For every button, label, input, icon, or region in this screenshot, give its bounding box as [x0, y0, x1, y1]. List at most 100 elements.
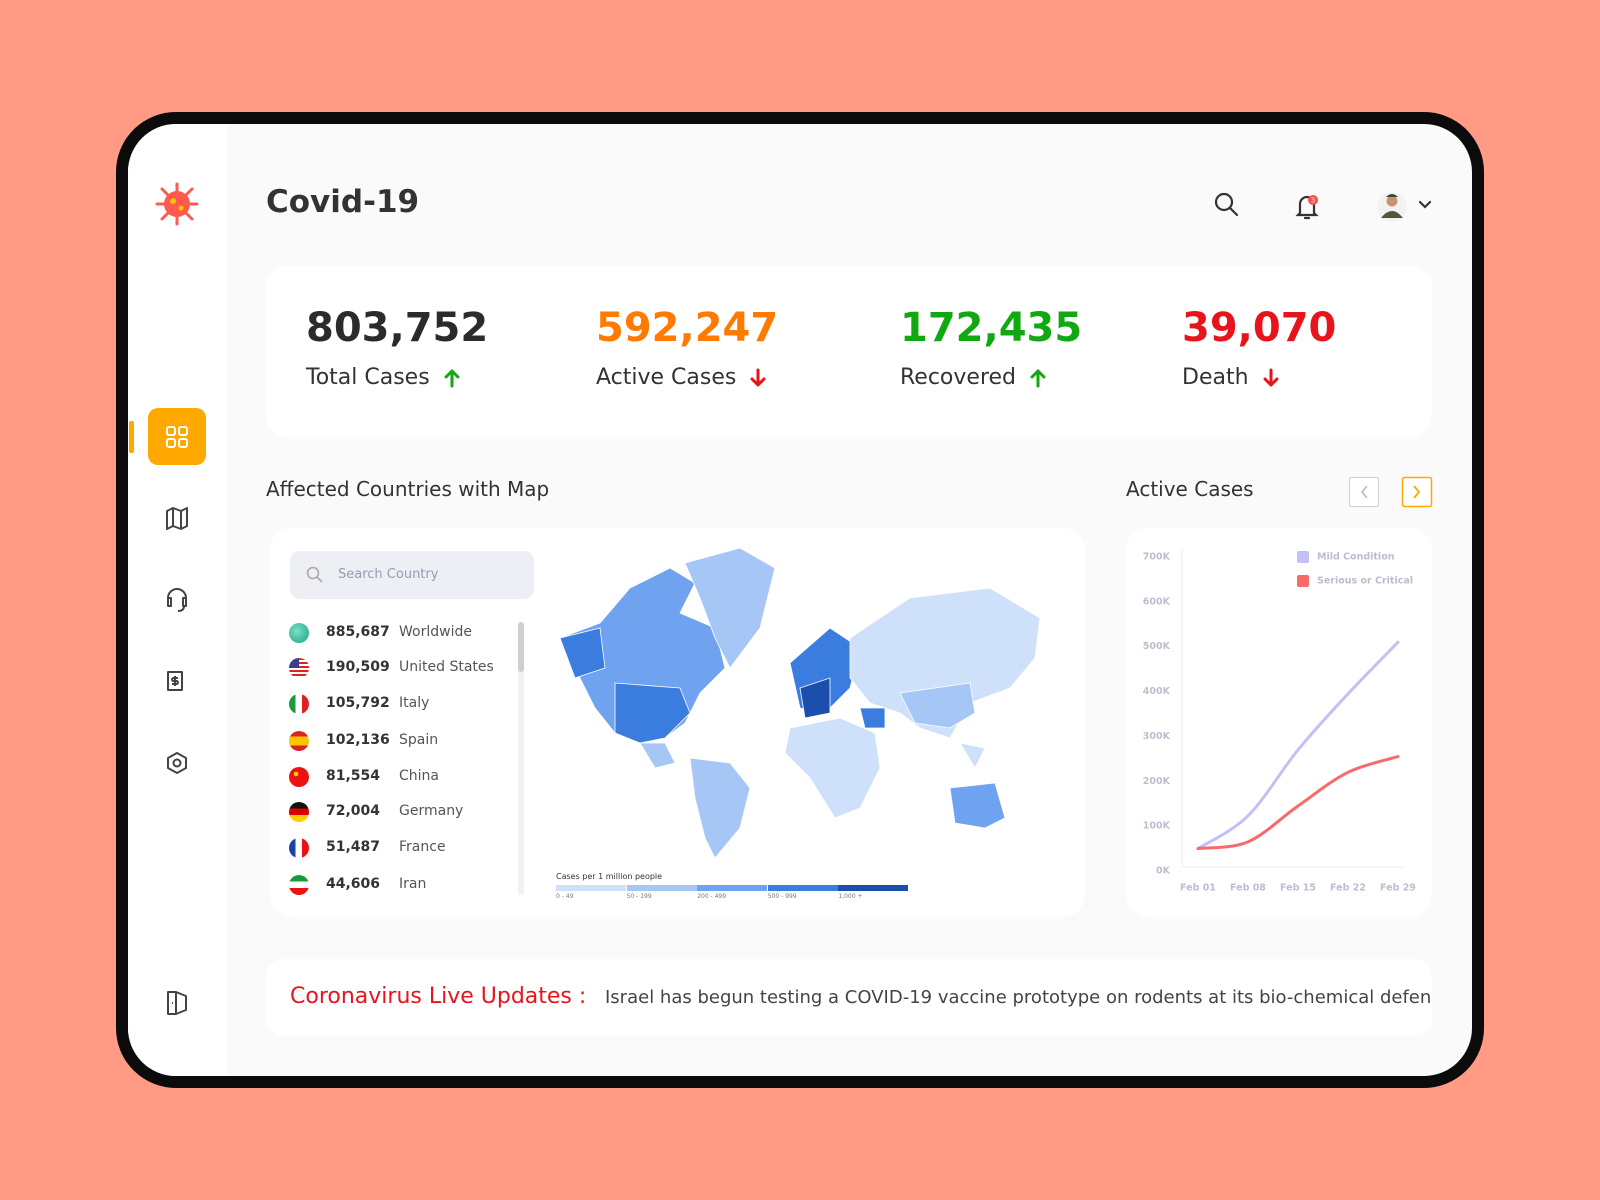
arrow-shape — [1263, 368, 1279, 386]
country-count: 105,792 — [326, 695, 390, 711]
search-placeholder: Search Country — [338, 567, 439, 582]
nav-logout[interactable] — [167, 991, 187, 1015]
nav-dashboard[interactable] — [148, 408, 206, 465]
trend-arrow — [1030, 369, 1046, 387]
search-box[interactable]: Search Country — [290, 551, 534, 599]
stat-value: 592,247 — [596, 305, 779, 351]
next-arrow — [1413, 485, 1421, 499]
map-region — [689, 757, 751, 859]
prev-arrow — [1360, 485, 1368, 499]
map-region — [559, 627, 606, 679]
notification-count: 3 — [1311, 197, 1315, 205]
stat-label: Active Cases — [596, 365, 737, 390]
page-title: Covid-19 — [266, 184, 420, 220]
country-name: Worldwide — [399, 624, 472, 640]
map-legend-label: 200 - 499 — [697, 893, 727, 900]
search-button[interactable] — [1214, 192, 1239, 217]
map-legend-title: Cases per 1 million people — [556, 872, 663, 881]
flag — [289, 838, 309, 858]
search-icon — [306, 566, 323, 583]
arrow-shape — [444, 369, 460, 387]
country-count: 885,687 — [326, 624, 390, 640]
country-name: France — [399, 839, 446, 855]
news-label: Coronavirus Live Updates : — [290, 984, 587, 1009]
country-count: 51,487 — [326, 839, 381, 855]
map-legend-label: 0 - 49 — [556, 893, 574, 900]
country-count: 102,136 — [326, 732, 390, 748]
news-text: Israel has begun testing a COVID-19 vacc… — [605, 987, 1432, 1008]
chart-title: Active Cases — [1126, 477, 1254, 501]
country-name: Germany — [399, 803, 464, 819]
stat-label: Death — [1182, 365, 1249, 390]
settings-dot — [172, 758, 182, 768]
avatar[interactable] — [1377, 192, 1407, 222]
arrow-shape — [1030, 369, 1046, 387]
country-name: United States — [399, 659, 494, 675]
map-region — [614, 682, 691, 744]
map-card: Search Country 885,687 Worldwide 190,509 Uni… — [270, 528, 1085, 917]
logo — [155, 182, 199, 226]
sidebar — [128, 124, 227, 1076]
country-count: 81,554 — [326, 768, 381, 784]
map-region — [684, 547, 776, 669]
chart-card — [1126, 528, 1432, 917]
trend-arrow — [444, 369, 460, 387]
trend-arrow — [750, 368, 766, 386]
stat-label-row: Death — [1182, 365, 1279, 390]
map-region — [859, 707, 886, 729]
stat-value: 39,070 — [1182, 305, 1337, 351]
map-legend-swatch — [626, 885, 697, 891]
notification-badge — [1308, 195, 1318, 205]
stat-value: 803,752 — [306, 305, 489, 351]
country-count: 190,509 — [326, 659, 390, 675]
flag — [289, 802, 309, 822]
country-count: 44,606 — [326, 876, 381, 892]
flag — [289, 658, 309, 678]
map-legend-swatch — [767, 885, 838, 891]
map-region — [899, 682, 976, 729]
nav-billing[interactable] — [167, 671, 183, 691]
stat-value: 172,435 — [900, 305, 1083, 351]
country-name: China — [399, 768, 439, 784]
news-card: Coronavirus Live Updates : Israel has be… — [266, 959, 1432, 1036]
trend-arrow — [1263, 368, 1279, 386]
chart-next-button[interactable] — [1401, 476, 1433, 508]
flag — [289, 623, 309, 643]
country-name: Italy — [399, 695, 430, 711]
nav-settings[interactable] — [167, 752, 187, 774]
scroll-track — [518, 622, 524, 895]
map-region — [784, 717, 881, 819]
map-legend-label: 50 - 199 — [626, 893, 652, 900]
nav-map[interactable] — [166, 507, 188, 530]
country-count: 72,004 — [326, 803, 381, 819]
flag — [289, 767, 309, 787]
map-legend-swatch — [838, 885, 909, 891]
stats-card: 803,752 Total Cases 592,247 Active Cases 172… — [266, 265, 1432, 437]
country-name: Spain — [399, 732, 439, 748]
map-legend-swatch — [556, 885, 626, 891]
stat-label: Recovered — [900, 365, 1017, 390]
profile-menu-toggle[interactable] — [1418, 200, 1432, 209]
nav-indicator — [129, 421, 134, 453]
map-region — [959, 742, 986, 769]
scroll-thumb — [518, 622, 524, 672]
map-legend-label: 500 - 999 — [767, 893, 797, 900]
map-region — [639, 742, 676, 769]
flag — [289, 875, 309, 895]
map-legend-label: 1,000 + — [838, 893, 863, 900]
map-region — [949, 782, 1006, 829]
stat-label: Total Cases — [306, 365, 430, 390]
stat-label-row: Active Cases — [596, 365, 766, 390]
map-region — [799, 677, 831, 719]
world-map — [559, 547, 1041, 859]
chart-prev-button[interactable] — [1349, 477, 1379, 507]
arrow-shape — [750, 368, 766, 386]
country-name: Iran — [399, 876, 427, 892]
stat-label-row: Recovered — [900, 365, 1046, 390]
dashboard-icon — [166, 426, 188, 448]
map-section-title: Affected Countries with Map — [266, 477, 550, 501]
nav-support[interactable] — [167, 588, 187, 612]
